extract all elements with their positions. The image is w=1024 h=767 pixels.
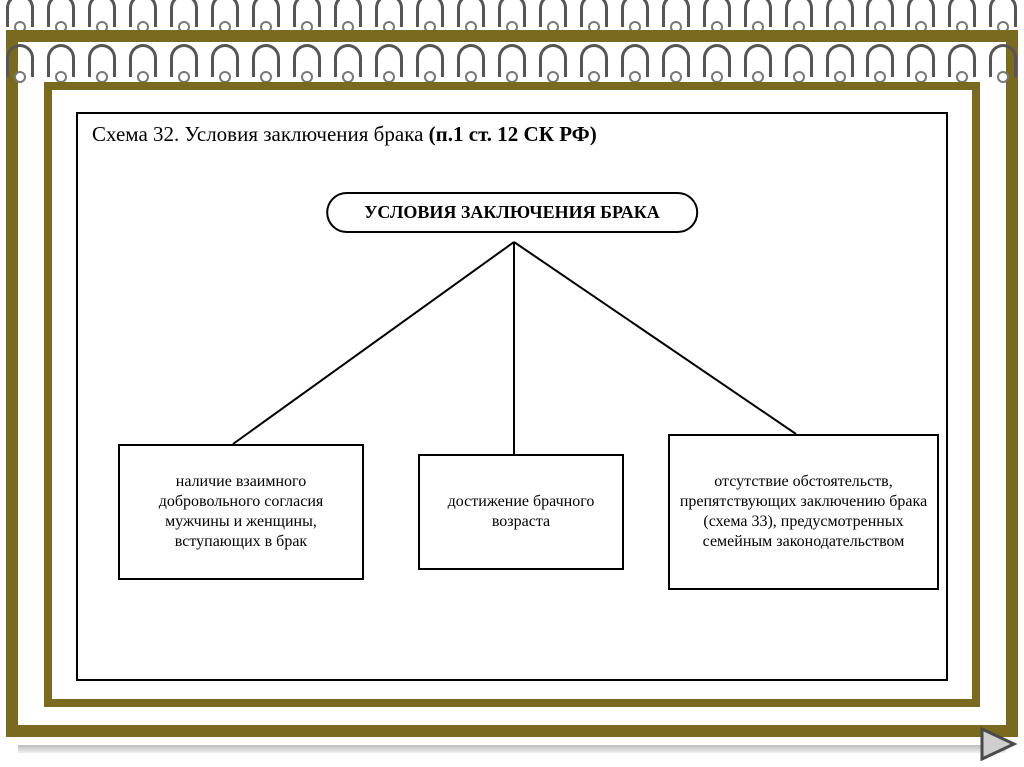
spiral-ring [907, 44, 935, 77]
spiral-ring [88, 44, 116, 77]
spiral-ring [6, 44, 34, 77]
spiral-ring [826, 44, 854, 77]
spiral-ring [293, 44, 321, 77]
spiral-binding-row-2 [0, 44, 1024, 77]
spiral-ring [88, 0, 116, 27]
leaf-label: отсутствие обстоятельств, препятствующих… [676, 472, 931, 552]
spiral-ring [621, 44, 649, 77]
spiral-ring [334, 0, 362, 27]
spiral-ring [129, 0, 157, 27]
spiral-ring [170, 0, 198, 27]
spiral-ring [47, 0, 75, 27]
spiral-ring [47, 44, 75, 77]
spiral-ring [785, 0, 813, 27]
next-slide-button[interactable] [978, 727, 1018, 761]
spiral-ring [662, 0, 690, 27]
spiral-ring [662, 44, 690, 77]
spiral-ring [252, 44, 280, 77]
spiral-ring [416, 0, 444, 27]
spiral-ring [293, 0, 321, 27]
title-plain: Схема 32. Условия заключения брака [92, 122, 429, 146]
spiral-ring [457, 44, 485, 77]
spiral-ring [907, 0, 935, 27]
leaf-label: достижение брачного возраста [426, 492, 616, 532]
root-label: УСЛОВИЯ ЗАКЛЮЧЕНИЯ БРАКА [364, 202, 660, 222]
spiral-ring [744, 0, 772, 27]
leaf-node: достижение брачного возраста [418, 454, 624, 570]
spiral-ring [703, 0, 731, 27]
diagram-panel: Схема 32. Условия заключения брака (п.1 … [76, 112, 948, 681]
spiral-ring [252, 0, 280, 27]
title-bold: (п.1 ст. 12 СК РФ) [429, 122, 597, 146]
stage: Схема 32. Условия заключения брака (п.1 … [0, 0, 1024, 767]
spiral-ring [989, 0, 1017, 27]
spiral-ring [580, 44, 608, 77]
spiral-ring [948, 0, 976, 27]
page-shadow [18, 745, 1006, 753]
spiral-ring [989, 44, 1017, 77]
spiral-ring [375, 44, 403, 77]
spiral-ring [498, 0, 526, 27]
spiral-ring [498, 44, 526, 77]
spiral-ring [539, 44, 567, 77]
spiral-ring [948, 44, 976, 77]
spiral-ring [6, 0, 34, 27]
spiral-ring [211, 0, 239, 27]
spiral-ring [539, 0, 567, 27]
spiral-binding-row-1 [0, 0, 1024, 27]
leaf-node: отсутствие обстоятельств, препятствующих… [668, 434, 939, 590]
root-node: УСЛОВИЯ ЗАКЛЮЧЕНИЯ БРАКА [326, 192, 698, 233]
spiral-ring [129, 44, 157, 77]
spiral-ring [866, 44, 894, 77]
spiral-ring [375, 0, 403, 27]
spiral-ring [170, 44, 198, 77]
spiral-ring [826, 0, 854, 27]
diagram-title: Схема 32. Условия заключения брака (п.1 … [92, 122, 597, 147]
spiral-ring [703, 44, 731, 77]
spiral-ring [211, 44, 239, 77]
spiral-ring [621, 0, 649, 27]
spiral-ring [785, 44, 813, 77]
spiral-ring [580, 0, 608, 27]
leaf-node: наличие взаимного добровольного согласия… [118, 444, 364, 580]
leaf-label: наличие взаимного добровольного согласия… [126, 472, 356, 552]
spiral-ring [334, 44, 362, 77]
spiral-ring [457, 0, 485, 27]
spiral-ring [416, 44, 444, 77]
spiral-ring [744, 44, 772, 77]
spiral-ring [866, 0, 894, 27]
